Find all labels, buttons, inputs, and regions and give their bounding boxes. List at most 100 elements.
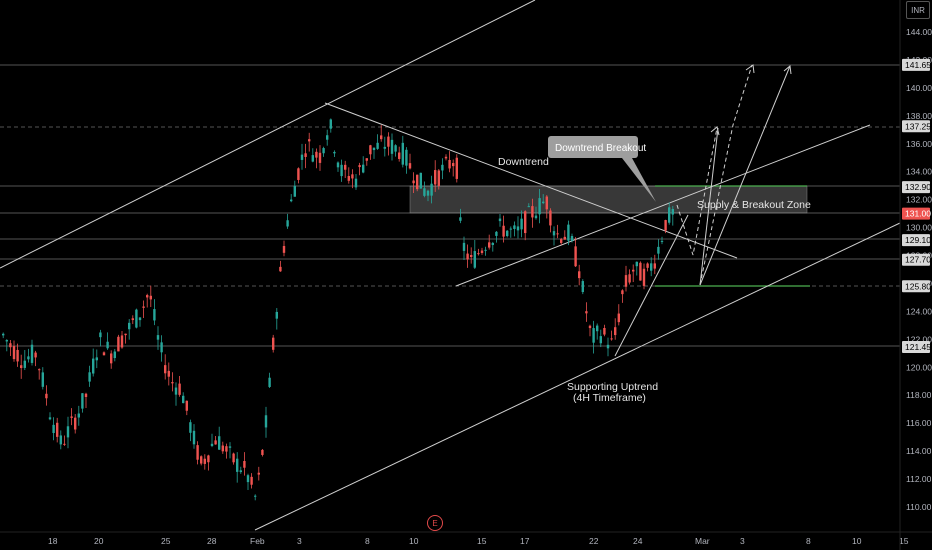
candle (318, 145, 322, 171)
x-tick-label: 3 (740, 536, 745, 546)
y-tick-label: 132.00 (906, 195, 932, 205)
candle (484, 246, 487, 256)
candle (30, 339, 34, 366)
candle (38, 368, 41, 380)
candle (117, 334, 120, 352)
candle (120, 330, 124, 349)
candle (9, 340, 12, 356)
candle (635, 261, 638, 276)
candle (171, 372, 174, 392)
candle (585, 302, 588, 322)
y-tick-label: 120.00 (906, 362, 932, 372)
candle (164, 354, 167, 380)
candle (59, 430, 62, 450)
candle (336, 161, 340, 172)
candle (657, 239, 660, 260)
candle (77, 405, 80, 426)
candle (146, 293, 149, 308)
candle (178, 376, 181, 397)
candle (372, 147, 376, 159)
svg-text:141.65: 141.65 (905, 60, 931, 70)
support-uptrend-line (254, 222, 901, 531)
svg-text:137.25: 137.25 (905, 121, 931, 131)
candle (315, 148, 318, 169)
candle (567, 220, 570, 246)
candle (621, 289, 624, 303)
candle (322, 146, 325, 157)
candle (606, 337, 610, 357)
candle (603, 324, 606, 337)
candle (542, 194, 545, 205)
candle (48, 412, 52, 421)
currency-label[interactable]: INR (906, 1, 930, 19)
x-tick-label: 8 (806, 536, 811, 546)
candle (362, 156, 365, 174)
projection-paths (676, 64, 791, 286)
candle (131, 315, 134, 325)
candle (617, 304, 620, 326)
candle (261, 448, 264, 457)
y-tick-label: 112.00 (906, 474, 932, 484)
x-tick-label: 25 (161, 536, 171, 546)
upper-channel-line (0, 0, 536, 269)
candle (455, 154, 458, 183)
y-tick-label: 122.00 (906, 334, 932, 344)
candle (23, 350, 26, 371)
candle (340, 159, 343, 182)
candle (304, 143, 307, 169)
candle (156, 326, 160, 350)
x-tick-label: 8 (365, 536, 370, 546)
candle (297, 167, 300, 184)
candle (599, 329, 602, 348)
candle (102, 351, 106, 356)
candle (174, 382, 178, 406)
candle (365, 158, 368, 166)
candle (167, 362, 170, 386)
candle (74, 414, 77, 434)
candle (441, 158, 444, 180)
candle (185, 400, 188, 416)
candle (437, 169, 440, 190)
triangle-lower-line (455, 124, 871, 287)
candle (257, 466, 260, 481)
candle (182, 392, 185, 404)
candle (128, 319, 131, 340)
candle (628, 269, 631, 285)
candle (376, 134, 379, 150)
x-axis: 18 20 25 28 Feb 3 8 10 15 17 22 24 Mar 3 8 10 15 (48, 536, 909, 546)
candle (300, 143, 304, 170)
candle (41, 367, 44, 390)
candle (45, 385, 48, 406)
candle (430, 175, 433, 204)
trend-lines (0, 0, 901, 531)
svg-text:131.00: 131.00 (905, 209, 931, 219)
candle (671, 205, 674, 226)
candle (642, 263, 646, 290)
rising-support-short (614, 214, 689, 357)
candle (110, 350, 113, 369)
candle (254, 494, 257, 501)
candle (95, 349, 98, 369)
candle (279, 260, 282, 272)
candle (63, 435, 66, 446)
candle (225, 443, 228, 459)
candle (286, 213, 289, 229)
earnings-marker-icon[interactable]: E (427, 515, 443, 531)
candle (398, 146, 401, 162)
candle (434, 160, 437, 192)
candle (268, 372, 271, 388)
x-tick-label: 15 (899, 536, 909, 546)
candle (664, 219, 667, 234)
candle (545, 195, 548, 219)
candle (653, 254, 656, 275)
candle (660, 236, 664, 245)
candle (228, 442, 232, 459)
candle (88, 365, 91, 387)
candle (2, 332, 5, 339)
candle (581, 279, 584, 295)
candle (466, 244, 469, 268)
candle (351, 169, 354, 189)
candle (480, 247, 484, 255)
candle (419, 172, 422, 189)
